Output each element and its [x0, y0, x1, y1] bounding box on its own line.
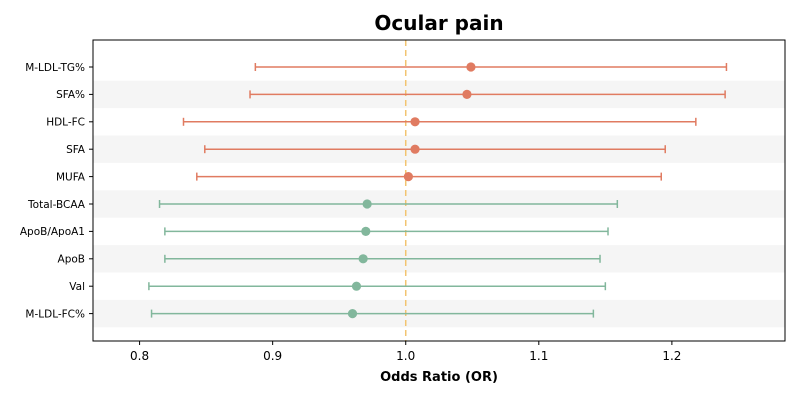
y-tick-label: ApoB [58, 254, 85, 266]
or-point [466, 62, 476, 72]
forest-row [249, 89, 726, 99]
x-tick-label: 1.2 [662, 349, 681, 363]
or-point [351, 281, 362, 291]
or-point [462, 89, 472, 99]
y-tick-label: HDL-FC [46, 117, 85, 129]
or-point [347, 309, 358, 319]
chart-title: Ocular pain [374, 11, 503, 35]
y-tick-label: M-LDL-FC% [25, 308, 85, 320]
y-tick-label: MUFA [56, 171, 86, 183]
or-point [410, 117, 420, 127]
forest-row [158, 199, 619, 209]
forest-row [196, 172, 662, 182]
y-tick-label: Total-BCAA [27, 199, 86, 211]
data-rows-group [148, 62, 728, 319]
or-point [410, 144, 420, 154]
x-tick-label: 1.1 [529, 349, 548, 363]
forest-row [254, 62, 728, 72]
forest-row [150, 309, 595, 319]
y-tick-label: ApoB/ApoA1 [20, 226, 85, 238]
y-axis: M-LDL-TG% SFA% HDL-FC SFA MUFA Total-BCAA ApoB… [20, 62, 93, 320]
x-axis-label: Odds Ratio (OR) [380, 370, 498, 385]
or-point [361, 226, 371, 236]
x-axis: 0.8 0.9 1.0 1.1 1.2 [130, 341, 681, 363]
y-tick-label: SFA% [56, 89, 85, 101]
forest-row [204, 144, 666, 154]
forest-row [148, 281, 607, 291]
x-tick-label: 1.0 [396, 349, 415, 363]
y-tick-label: Val [69, 281, 85, 293]
x-tick-label: 0.8 [130, 349, 149, 363]
forest-row [182, 117, 697, 127]
or-point [403, 172, 413, 182]
x-tick-label: 0.9 [263, 349, 282, 363]
y-tick-label: M-LDL-TG% [25, 62, 85, 74]
or-point [362, 199, 372, 209]
or-point [358, 254, 368, 264]
forest-row [164, 226, 609, 236]
forest-row [164, 254, 601, 264]
plot-frame [92, 39, 786, 342]
y-tick-label: SFA [66, 144, 86, 156]
